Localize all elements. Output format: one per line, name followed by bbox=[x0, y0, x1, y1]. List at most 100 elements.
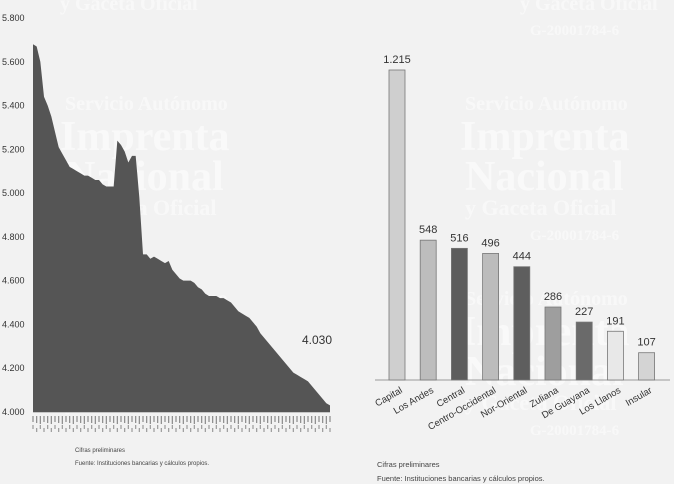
x-tick-mark bbox=[135, 425, 137, 429]
x-tick-mark bbox=[204, 416, 206, 424]
end-value-label: 4.030 bbox=[302, 333, 332, 347]
x-tick-mark bbox=[234, 416, 236, 423]
x-tick-mark bbox=[212, 416, 214, 423]
bar-de-guayana bbox=[575, 321, 593, 381]
x-tick-mark bbox=[289, 425, 291, 429]
x-tick-mark bbox=[43, 416, 45, 422]
bar-insular bbox=[638, 352, 655, 381]
x-tick-mark bbox=[116, 428, 118, 432]
x-tick-mark bbox=[307, 416, 309, 422]
x-tick-mark bbox=[43, 428, 45, 432]
x-tick-mark bbox=[116, 416, 118, 424]
x-tick-mark bbox=[157, 425, 159, 429]
x-tick-mark bbox=[186, 416, 188, 422]
x-tick-mark bbox=[58, 428, 60, 432]
watermark-line4: y Gaceta Oficial bbox=[465, 390, 617, 415]
x-tick-mark bbox=[223, 416, 225, 423]
x-tick-mark bbox=[142, 425, 144, 429]
category-label: Insular bbox=[624, 385, 654, 409]
area-chart-note-1: Cifras preliminares bbox=[75, 448, 126, 454]
x-tick-mark bbox=[259, 416, 261, 424]
area-series bbox=[33, 44, 330, 413]
x-tick-mark bbox=[292, 428, 294, 432]
x-tick-mark bbox=[215, 416, 217, 424]
x-tick-mark bbox=[91, 425, 93, 429]
x-tick-mark bbox=[36, 416, 38, 423]
x-tick-mark bbox=[98, 416, 100, 422]
x-tick-mark bbox=[197, 416, 199, 422]
x-tick-mark bbox=[65, 416, 67, 422]
area-chart: 5.800 5.600 5.400 5.200 5.000 4.800 4.600 4.400… bbox=[2, 13, 332, 432]
x-tick-mark bbox=[278, 416, 280, 423]
y-tick-label: 4.400 bbox=[2, 319, 25, 329]
x-tick-mark bbox=[263, 416, 265, 422]
x-tick-mark bbox=[267, 425, 269, 429]
y-tick-label: 4.200 bbox=[2, 363, 25, 373]
bar-los-llanos bbox=[607, 330, 624, 381]
x-tick-mark bbox=[83, 416, 85, 424]
x-tick-mark bbox=[296, 425, 298, 429]
x-tick-mark bbox=[179, 416, 181, 423]
x-tick-mark bbox=[182, 428, 184, 432]
x-tick-mark bbox=[285, 416, 287, 422]
x-tick-mark bbox=[270, 416, 272, 424]
x-tick-mark bbox=[142, 416, 144, 422]
x-tick-mark bbox=[208, 425, 210, 429]
x-tick-mark bbox=[318, 416, 320, 422]
x-tick-mark bbox=[80, 428, 82, 432]
x-tick-mark bbox=[153, 416, 155, 422]
x-tick-mark bbox=[237, 425, 239, 429]
y-tick-label: 5.000 bbox=[2, 188, 25, 198]
x-tick-mark bbox=[102, 428, 104, 432]
watermark-code: G-20001784-6 bbox=[530, 228, 620, 244]
x-tick-mark bbox=[58, 416, 60, 423]
bar-capital bbox=[388, 69, 406, 381]
x-tick-mark bbox=[109, 416, 111, 422]
x-tick-mark bbox=[164, 416, 166, 422]
x-tick-mark bbox=[113, 425, 115, 429]
x-tick-mark bbox=[54, 416, 56, 422]
x-tick-mark bbox=[160, 416, 162, 424]
x-tick-mark bbox=[237, 416, 239, 424]
x-tick-mark bbox=[226, 416, 228, 424]
x-tick-mark bbox=[179, 425, 181, 429]
x-tick-mark bbox=[311, 416, 313, 423]
x-tick-mark bbox=[113, 416, 115, 423]
x-tick-mark bbox=[296, 416, 298, 422]
x-tick-mark bbox=[168, 416, 170, 423]
x-tick-mark bbox=[311, 425, 313, 429]
x-tick-mark bbox=[105, 416, 107, 424]
x-tick-mark bbox=[303, 425, 305, 429]
x-tick-mark bbox=[201, 425, 203, 429]
x-tick-mark bbox=[160, 428, 162, 432]
x-tick-mark bbox=[168, 428, 170, 432]
y-tick-label: 4.800 bbox=[2, 232, 25, 242]
x-tick-mark bbox=[76, 425, 78, 429]
x-tick-mark bbox=[138, 416, 140, 424]
x-tick-mark bbox=[83, 425, 85, 429]
x-tick-mark bbox=[325, 416, 327, 424]
x-tick-mark bbox=[322, 428, 324, 432]
x-tick-mark bbox=[127, 425, 129, 429]
x-tick-mark bbox=[241, 416, 243, 422]
x-tick-mark bbox=[164, 425, 166, 429]
x-tick-mark bbox=[230, 416, 232, 422]
x-tick-mark bbox=[171, 416, 173, 424]
x-tick-mark bbox=[274, 416, 276, 422]
x-tick-mark bbox=[69, 416, 71, 423]
x-tick-mark bbox=[149, 425, 151, 429]
watermark-line4: y Gaceta Oficial bbox=[465, 195, 617, 220]
x-tick-mark bbox=[131, 416, 133, 422]
x-tick-mark bbox=[171, 425, 173, 429]
watermark-line4: y Gaceta Oficial bbox=[520, 0, 658, 15]
x-tick-mark bbox=[223, 425, 225, 429]
x-tick-mark bbox=[94, 416, 96, 424]
x-tick-mark bbox=[325, 425, 327, 429]
y-tick-label: 4.600 bbox=[2, 276, 25, 286]
x-tick-mark bbox=[274, 425, 276, 429]
x-tick-mark bbox=[47, 425, 49, 429]
x-tick-mark bbox=[32, 416, 34, 422]
x-tick-mark bbox=[131, 428, 133, 432]
area-chart-note-2: Fuente: Instituciones bancarias y cálcul… bbox=[75, 461, 210, 467]
